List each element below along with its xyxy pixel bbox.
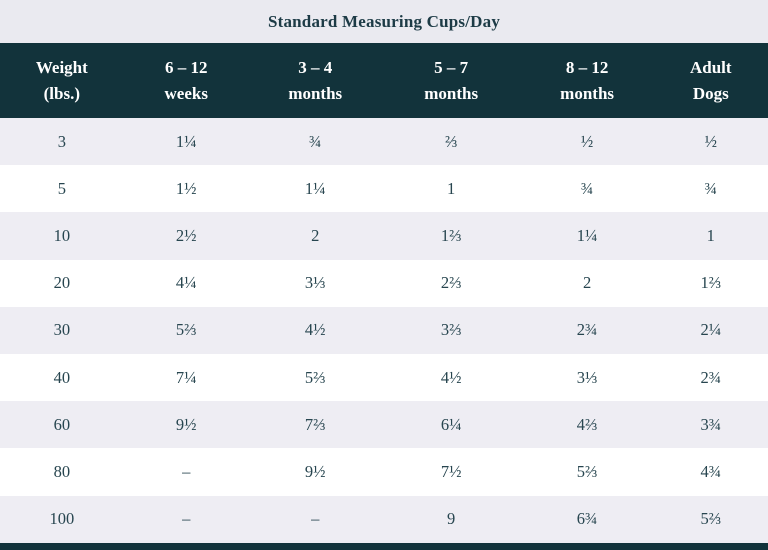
table-cell: 7½ xyxy=(440,461,462,481)
table-cell: – xyxy=(182,461,191,481)
column-header-5: Adult Dogs xyxy=(654,43,768,118)
table-row: 5 1½ 1¼ 1 ¾ ¾ xyxy=(0,165,768,213)
table-row: 3 1¼ ¾ ⅔ ½ ½ xyxy=(0,118,768,166)
table-cell: 3⅔ xyxy=(440,320,462,340)
table-cell: 3⅓ xyxy=(576,367,598,387)
column-header-line2: weeks xyxy=(164,83,208,103)
table-cell: 2 xyxy=(311,225,320,245)
table-cell: 1 xyxy=(447,178,456,198)
column-header-2: 3 – 4 months xyxy=(249,43,382,118)
table-cell: 5⅔ xyxy=(576,461,598,481)
table-cell: 1 xyxy=(706,225,715,245)
table-cell: 1¼ xyxy=(576,225,598,245)
table-cell: 60 xyxy=(53,414,71,434)
table-cell: 5⅔ xyxy=(304,367,326,387)
table-cell: 1¼ xyxy=(175,131,197,151)
table-cell: 4⅔ xyxy=(576,414,598,434)
table-cell: 5⅔ xyxy=(175,320,197,340)
table-cell: 6¼ xyxy=(440,414,462,434)
table-cell: 2⅔ xyxy=(440,273,462,293)
table-cell: 4¼ xyxy=(175,273,197,293)
table-cell: – xyxy=(311,509,320,529)
column-header-3: 5 – 7 months xyxy=(382,43,521,118)
table-title-band: Standard Measuring Cups/Day xyxy=(0,0,768,43)
table-cell: ¾ xyxy=(704,178,717,198)
table-cell: ½ xyxy=(580,131,594,151)
table-cell: 40 xyxy=(53,367,71,387)
table-cell: 1⅔ xyxy=(700,273,722,293)
table-cell: 4½ xyxy=(440,367,462,387)
table-cell: 2½ xyxy=(175,225,197,245)
table-cell: 100 xyxy=(49,509,75,529)
table-row: 30 5⅔ 4½ 3⅔ 2¾ 2¼ xyxy=(0,306,768,354)
table-row: 10 2½ 2 1⅔ 1¼ 1 xyxy=(0,212,768,260)
table-cell: 2¾ xyxy=(700,367,722,387)
table-cell: ½ xyxy=(704,131,717,151)
table-body: 3 1¼ ¾ ⅔ ½ ½ 5 1½ 1¼ 1 ¾ ¾ 10 2½ 2 1⅔ 1¼ 1 20 4¼ 3⅓ 2⅔ 2 1⅔ 30 5⅔… xyxy=(0,118,768,543)
column-header-line1: 6 – 12 xyxy=(164,57,208,77)
table-row: 80 – 9½ 7½ 5⅔ 4¾ xyxy=(0,448,768,496)
table-cell: 20 xyxy=(53,273,71,293)
table-cell: – xyxy=(182,509,191,529)
measuring-cups-table: Weight (lbs.) 6 – 12 weeks 3 – 4 months 5 – 7 m… xyxy=(0,43,768,543)
table-cell: 3¾ xyxy=(700,414,722,434)
table-cell: ¾ xyxy=(580,178,594,198)
column-header-line2: (lbs.) xyxy=(43,83,80,103)
table-cell: 1⅔ xyxy=(440,225,462,245)
table-cell: 6¾ xyxy=(576,509,598,529)
next-section-top-edge xyxy=(0,542,768,550)
table-row: 40 7¼ 5⅔ 4½ 3⅓ 2¾ xyxy=(0,353,768,402)
table-cell: 2 xyxy=(582,273,592,293)
column-header-line1: 5 – 7 xyxy=(434,57,469,77)
table-cell: 7¼ xyxy=(175,367,197,387)
column-header-line2: months xyxy=(424,83,479,103)
table-cell: 3 xyxy=(57,131,66,151)
table-row: 20 4¼ 3⅓ 2⅔ 2 1⅔ xyxy=(0,259,768,307)
table-row: 60 9½ 7⅔ 6¼ 4⅔ 3¾ xyxy=(0,401,768,449)
table-cell: 4¾ xyxy=(700,461,722,481)
table-cell: 3⅓ xyxy=(304,273,326,293)
table-cell: 5 xyxy=(57,178,66,198)
column-header-1: 6 – 12 weeks xyxy=(124,43,249,118)
table-cell: 1½ xyxy=(175,178,197,198)
column-header-4: 8 – 12 months xyxy=(521,43,654,118)
column-header-line2: months xyxy=(288,83,343,103)
table-cell: 2¼ xyxy=(700,320,722,340)
table-cell: 4½ xyxy=(304,320,326,340)
table-header: Weight (lbs.) 6 – 12 weeks 3 – 4 months 5 – 7 m… xyxy=(0,43,768,118)
table-cell: 9½ xyxy=(304,461,326,481)
column-header-line1: 3 – 4 xyxy=(298,57,333,77)
table-row: 100 – – 9 6¾ 5⅔ xyxy=(0,495,768,543)
table-title: Standard Measuring Cups/Day xyxy=(267,11,501,31)
table-cell: ¾ xyxy=(309,131,322,151)
header-row: Weight (lbs.) 6 – 12 weeks 3 – 4 months 5 – 7 m… xyxy=(0,43,768,118)
column-header-line2: Dogs xyxy=(692,83,729,103)
column-header-line1: 8 – 12 xyxy=(565,57,609,77)
column-header-0: Weight (lbs.) xyxy=(0,43,124,118)
table-cell: 30 xyxy=(53,320,71,340)
table-cell: 9½ xyxy=(175,414,197,434)
table-cell: 9 xyxy=(447,509,456,529)
table-cell: 2¾ xyxy=(576,320,598,340)
table-cell: 10 xyxy=(53,225,71,245)
table-cell: 5⅔ xyxy=(700,509,722,529)
column-header-line1: Weight xyxy=(35,57,88,77)
column-header-line2: months xyxy=(560,83,615,103)
column-header-line1: Adult xyxy=(689,57,732,77)
table-cell: 80 xyxy=(53,461,71,481)
table-cell: 1¼ xyxy=(304,178,326,198)
table-cell: 7⅔ xyxy=(304,414,326,434)
table-cell: ⅔ xyxy=(444,131,458,151)
